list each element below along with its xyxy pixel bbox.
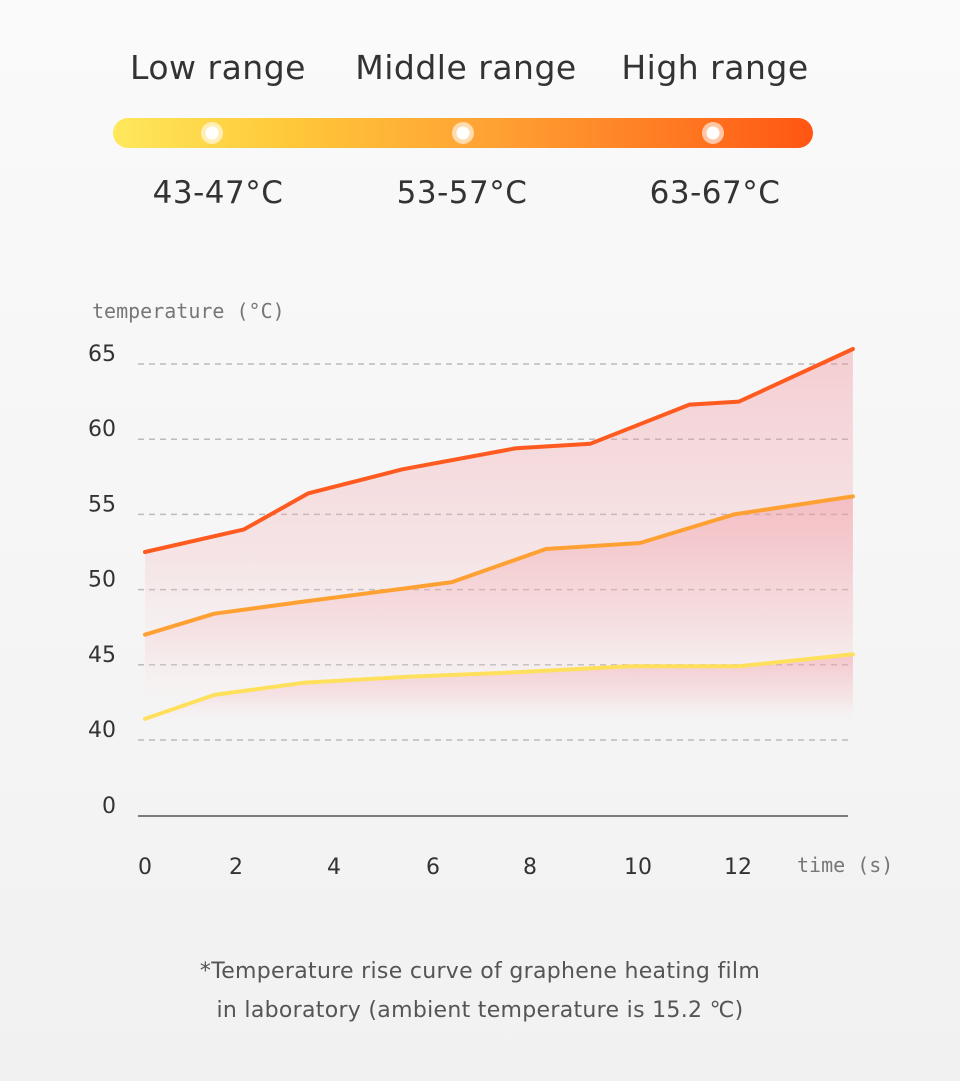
range-value-low: 43-47°C xyxy=(152,175,284,211)
y-tick-label: 65 xyxy=(88,342,116,367)
range-labels: Low range Middle range High range xyxy=(0,48,960,108)
x-tick-label: 2 xyxy=(229,855,243,880)
y-axis-label: temperature (°C) xyxy=(92,299,285,323)
range-marker-high xyxy=(702,122,724,144)
temperature-range-bar xyxy=(113,118,813,148)
series-lines xyxy=(143,347,855,721)
axes: 65 60 55 50 45 40 0 0 2 4 6 8 10 12 xyxy=(88,342,848,880)
y-tick-label: 0 xyxy=(102,794,116,819)
range-label-low: Low range xyxy=(130,48,306,87)
range-marker-middle xyxy=(452,122,474,144)
y-tick-label: 45 xyxy=(88,643,116,668)
range-value-high: 63-67°C xyxy=(649,175,781,211)
y-tick-label: 50 xyxy=(88,568,116,593)
footnote-line-2: in laboratory (ambient temperature is 15… xyxy=(216,998,744,1023)
series-line-middle xyxy=(143,494,855,637)
x-tick-label: 6 xyxy=(426,855,440,880)
y-tick-label: 60 xyxy=(88,417,116,442)
area-low xyxy=(145,654,853,730)
x-tick-label: 8 xyxy=(523,855,537,880)
x-tick-label: 4 xyxy=(327,855,341,880)
range-value-middle: 53-57°C xyxy=(396,175,528,211)
area-fills xyxy=(145,349,853,730)
series-line-low xyxy=(143,652,855,721)
x-tick-label: 0 xyxy=(138,855,152,880)
x-tick-label: 10 xyxy=(624,855,652,880)
range-label-high: High range xyxy=(621,48,809,87)
series-line-high xyxy=(143,347,855,554)
range-values: 43-47°C 53-57°C 63-67°C xyxy=(0,175,960,235)
x-axis-label: time (s) xyxy=(797,853,893,877)
y-tick-label: 55 xyxy=(88,492,116,517)
y-tick-label: 40 xyxy=(88,718,116,743)
footnote-line-1: *Temperature rise curve of graphene heat… xyxy=(199,959,761,984)
range-label-middle: Middle range xyxy=(355,48,577,87)
x-tick-label: 12 xyxy=(724,855,752,880)
footnote: *Temperature rise curve of graphene heat… xyxy=(0,952,960,1030)
range-marker-low xyxy=(201,122,223,144)
